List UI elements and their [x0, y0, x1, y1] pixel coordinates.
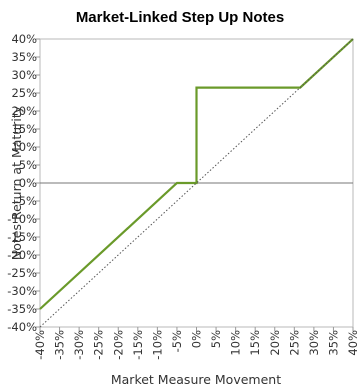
- y-tick-label: 25%: [11, 86, 37, 100]
- y-tick-label: -40%: [7, 320, 37, 334]
- x-tick-label: -40%: [33, 330, 47, 360]
- y-tick-label: 15%: [11, 122, 37, 136]
- x-tick-label: -35%: [53, 330, 67, 360]
- y-tick-label: -5%: [15, 194, 37, 208]
- notes-return-series: [39, 38, 354, 310]
- y-tick-label: -15%: [7, 230, 37, 244]
- x-tick-label: 10%: [229, 330, 243, 356]
- x-tick-label: -10%: [150, 330, 164, 360]
- x-axis: -40% -35% -30% -25% -20% -15% -10% -5% 0% 5% 10% 15…: [33, 327, 359, 360]
- y-tick-label: -10%: [7, 212, 37, 226]
- series-layer: [39, 38, 354, 328]
- x-tick-label: 0%: [190, 330, 204, 348]
- y-tick-label: 5%: [19, 158, 37, 172]
- y-tick-label: 10%: [11, 140, 37, 154]
- x-axis-label: Market Measure Movement: [111, 372, 281, 387]
- x-tick-label: 40%: [346, 330, 359, 356]
- y-axis: 40% 35% 30% 25% 20% 15% 10% 5% 0% -5% -10% -15% -20%…: [7, 32, 40, 334]
- x-tick-label: 15%: [248, 330, 262, 356]
- x-tick-label: 5%: [209, 330, 223, 348]
- y-tick-label: 0%: [19, 176, 37, 190]
- chart-title: Market-Linked Step Up Notes: [76, 9, 284, 26]
- y-tick-label: 40%: [11, 32, 37, 46]
- x-tick-label: 20%: [268, 330, 282, 356]
- y-tick-label: 30%: [11, 68, 37, 82]
- y-axis-label: Notes Return at Maturity: [9, 105, 24, 260]
- y-tick-label: 35%: [11, 50, 37, 64]
- x-tick-label: 35%: [326, 330, 340, 356]
- x-tick-label: -20%: [111, 330, 125, 360]
- y-tick-label: -35%: [7, 302, 37, 316]
- reference-line-series: [39, 38, 354, 328]
- x-tick-label: -15%: [131, 330, 145, 360]
- x-tick-label: 25%: [287, 330, 301, 356]
- x-tick-label: -30%: [72, 330, 86, 360]
- y-tick-label: -25%: [7, 266, 37, 280]
- x-tick-label: 30%: [307, 330, 321, 356]
- x-tick-label: -25%: [92, 330, 106, 360]
- y-tick-label: -30%: [7, 284, 37, 298]
- y-tick-label: -20%: [7, 248, 37, 262]
- y-tick-label: 20%: [11, 104, 37, 118]
- x-tick-label: -5%: [170, 330, 184, 352]
